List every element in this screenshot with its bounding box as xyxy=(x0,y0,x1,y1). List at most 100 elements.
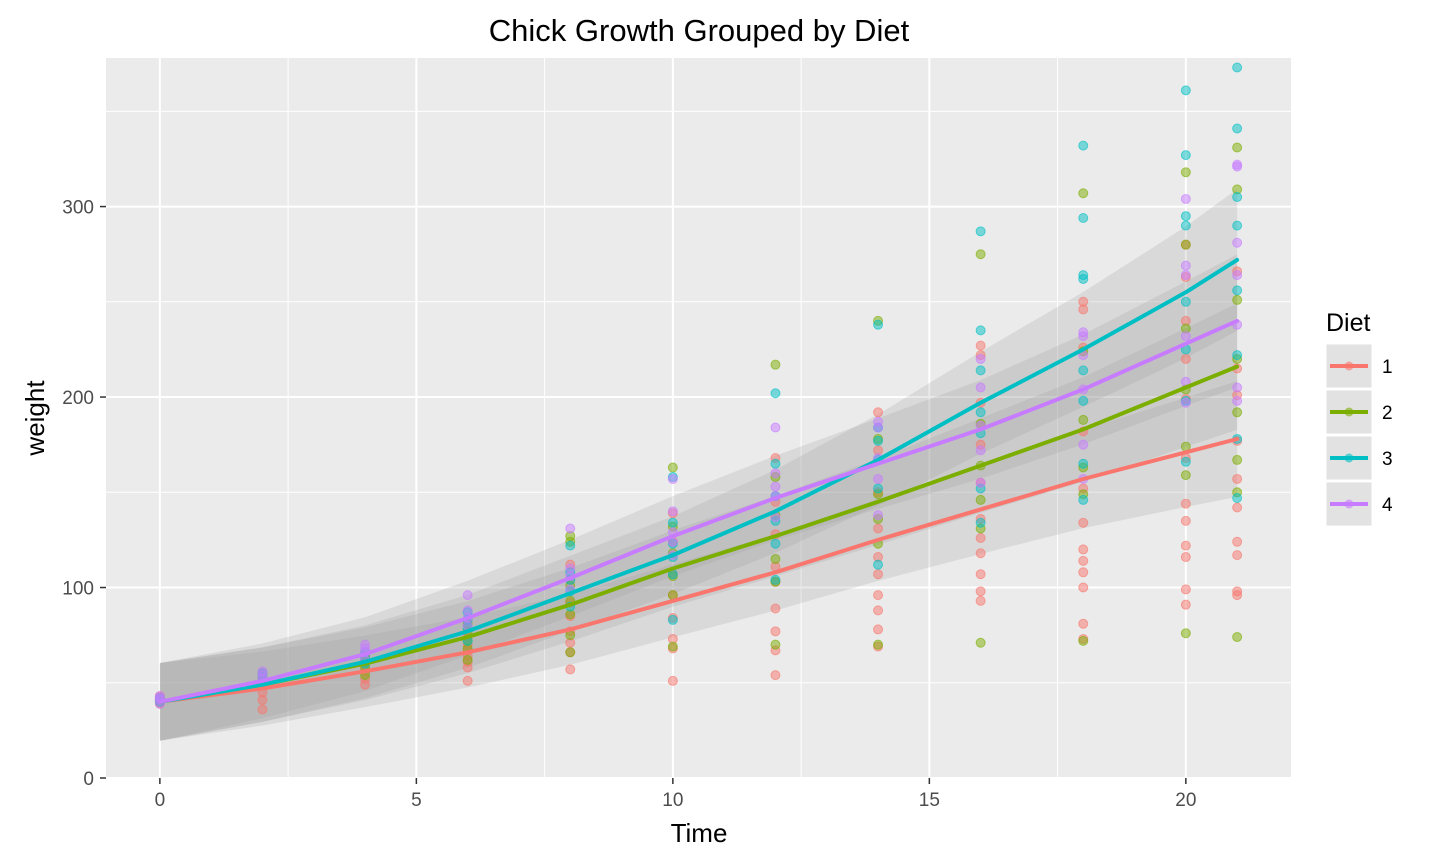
point-diet-2 xyxy=(1232,407,1243,418)
point-diet-4 xyxy=(975,445,986,456)
point-diet-3 xyxy=(975,407,986,418)
point-diet-3 xyxy=(873,319,884,330)
point-diet-4 xyxy=(1232,237,1243,248)
point-diet-4 xyxy=(1078,327,1089,338)
point-diet-3 xyxy=(873,435,884,446)
x-tick-label: 20 xyxy=(1175,790,1196,811)
point-diet-1 xyxy=(975,595,986,606)
point-diet-4 xyxy=(565,523,576,534)
point-diet-3 xyxy=(1180,296,1191,307)
point-diet-1 xyxy=(975,569,986,580)
point-diet-3 xyxy=(1180,150,1191,161)
point-diet-3 xyxy=(667,614,678,625)
point-diet-3 xyxy=(1078,140,1089,151)
point-diet-4 xyxy=(1078,439,1089,450)
point-diet-4 xyxy=(873,473,884,484)
point-diet-1 xyxy=(1180,498,1191,509)
point-diet-3 xyxy=(1232,493,1243,503)
point-diet-2 xyxy=(1180,470,1191,481)
point-diet-3 xyxy=(975,226,986,237)
point-diet-2 xyxy=(462,654,473,665)
point-diet-4 xyxy=(1180,331,1191,342)
point-diet-2 xyxy=(1232,142,1243,153)
point-diet-2 xyxy=(1078,414,1089,425)
trend-line-diet-1 xyxy=(157,437,1240,704)
point-diet-3 xyxy=(1180,220,1191,231)
point-diet-1 xyxy=(975,548,986,559)
y-axis-title: weight xyxy=(20,380,50,457)
point-diet-4 xyxy=(975,382,986,393)
y-tick-label: 300 xyxy=(62,198,94,219)
point-diet-4 xyxy=(1180,397,1191,408)
point-diet-2 xyxy=(975,637,986,648)
point-diet-2 xyxy=(1232,632,1243,643)
point-diet-3 xyxy=(873,483,884,494)
point-diet-1 xyxy=(1180,540,1191,551)
point-diet-1 xyxy=(1078,582,1089,593)
point-diet-4 xyxy=(1180,260,1191,271)
point-diet-2 xyxy=(1180,628,1191,639)
point-diet-2 xyxy=(770,359,781,370)
point-diet-2 xyxy=(667,641,678,652)
point-diet-3 xyxy=(975,517,986,528)
legend-label-diet-4: 4 xyxy=(1382,495,1393,516)
trend-line-diet-4 xyxy=(157,318,1240,704)
point-diet-1 xyxy=(1232,473,1243,484)
point-diet-1 xyxy=(257,704,268,715)
x-axis-title: Time xyxy=(671,818,728,848)
point-diet-3 xyxy=(1078,494,1089,505)
point-diet-1 xyxy=(1078,517,1089,528)
point-diet-1 xyxy=(1232,536,1243,547)
chart-title: Chick Growth Grouped by Diet xyxy=(489,13,910,48)
point-diet-3 xyxy=(770,388,781,399)
legend-label-diet-2: 2 xyxy=(1382,403,1393,424)
point-diet-3 xyxy=(770,458,781,469)
point-diet-3 xyxy=(1232,220,1243,231)
point-diet-1 xyxy=(873,605,884,616)
y-tick-label: 0 xyxy=(83,769,94,790)
point-diet-3 xyxy=(1232,62,1243,73)
confidence-band-diet-4 xyxy=(159,254,1238,741)
point-diet-3 xyxy=(975,365,986,376)
point-diet-1 xyxy=(1180,552,1191,563)
point-diet-2 xyxy=(770,639,781,650)
y-tick-label: 200 xyxy=(62,388,94,409)
point-diet-4 xyxy=(360,639,371,650)
point-diet-1 xyxy=(1078,555,1089,566)
point-diet-3 xyxy=(1078,213,1089,223)
point-diet-3 xyxy=(975,325,986,336)
legend-key-point xyxy=(1344,361,1354,371)
point-diet-4 xyxy=(770,422,781,433)
point-diet-1 xyxy=(1180,599,1191,610)
point-diet-4 xyxy=(667,473,678,484)
point-diet-4 xyxy=(565,563,576,574)
point-diet-4 xyxy=(1232,382,1243,393)
point-diet-4 xyxy=(975,353,986,364)
x-tick-label: 0 xyxy=(155,790,166,811)
legend: 1 2 3 4 xyxy=(1325,343,1393,527)
point-diet-1 xyxy=(770,626,781,637)
trend-line-diet-3 xyxy=(157,257,1240,704)
point-diet-4 xyxy=(1180,270,1191,281)
point-diet-1 xyxy=(1078,618,1089,629)
point-diet-4 xyxy=(462,590,473,601)
y-tick-label: 100 xyxy=(62,579,94,600)
legend-key-point xyxy=(1344,499,1354,509)
point-diet-1 xyxy=(1180,353,1191,364)
x-tick-label: 15 xyxy=(919,790,940,811)
point-diet-2 xyxy=(565,647,576,658)
point-diet-3 xyxy=(1078,270,1089,281)
point-diet-3 xyxy=(1078,395,1089,406)
point-diet-4 xyxy=(1232,159,1243,170)
point-diet-4 xyxy=(770,481,781,492)
point-diet-3 xyxy=(667,517,678,528)
point-diet-1 xyxy=(873,407,884,418)
point-diet-3 xyxy=(1078,365,1089,376)
point-diet-2 xyxy=(873,639,884,650)
point-diet-1 xyxy=(1232,550,1243,561)
point-diet-3 xyxy=(1232,350,1243,361)
point-diet-3 xyxy=(770,538,781,549)
point-diet-4 xyxy=(1232,270,1243,281)
legend-key-point xyxy=(1344,453,1354,463)
